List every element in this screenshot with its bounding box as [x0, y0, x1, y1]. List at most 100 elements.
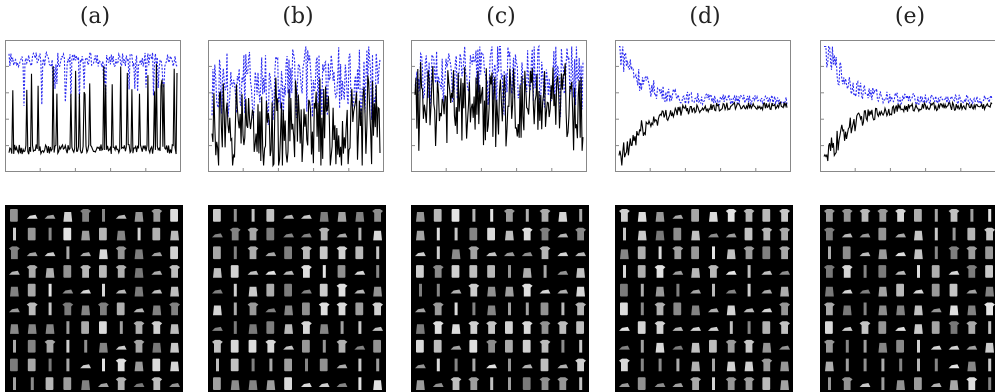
sample-thumbnail	[247, 270, 259, 275]
sample-thumbnail	[80, 364, 91, 369]
sample-thumbnail	[543, 265, 547, 278]
sample-thumbnail	[949, 283, 958, 297]
sample-thumbnail	[743, 377, 755, 390]
sample-thumbnail	[301, 383, 312, 387]
sample-thumbnail	[917, 358, 920, 372]
sample-thumbnail	[416, 324, 425, 334]
sample-thumbnail	[863, 358, 867, 372]
sample-thumbnail	[984, 227, 995, 241]
sample-thumbnail	[487, 286, 496, 297]
sample-thumbnail	[988, 209, 992, 222]
sample-thumbnail	[152, 358, 161, 372]
sample-thumbnail	[725, 289, 737, 294]
sample-thumbnail	[319, 324, 329, 334]
sample-thumbnail	[376, 358, 380, 372]
sample-thumbnail	[9, 308, 20, 313]
sample-thumbnail	[863, 265, 867, 278]
sample-thumbnail	[967, 305, 977, 316]
sample-thumbnail	[620, 302, 628, 316]
series-black-line	[8, 63, 178, 156]
sample-thumbnail	[151, 377, 163, 390]
sample-thumbnail	[469, 339, 478, 353]
sample-thumbnail	[284, 305, 293, 316]
sample-thumbnail	[561, 339, 565, 353]
sample-thumbnail	[540, 358, 549, 372]
sample-thumbnail	[948, 270, 960, 275]
sample-thumbnail	[575, 358, 586, 372]
sample-thumbnail	[539, 377, 551, 390]
sample-thumbnail	[454, 358, 458, 372]
sample-thumbnail	[747, 283, 751, 297]
sample-thumbnail	[690, 326, 701, 331]
sample-thumbnail	[319, 212, 329, 222]
sample-thumbnail	[170, 342, 179, 353]
sample-thumbnail	[468, 283, 480, 297]
sample-thumbnail	[372, 302, 383, 316]
sample-thumbnail	[66, 339, 70, 353]
sample-thumbnail	[708, 233, 719, 238]
sample-thumbnail	[233, 246, 237, 260]
sample-thumbnail	[415, 364, 426, 369]
line-plot	[5, 40, 185, 175]
sample-thumbnail	[80, 265, 91, 278]
sample-thumbnail	[985, 286, 994, 297]
plot-frame	[615, 40, 791, 172]
sample-thumbnail	[247, 246, 259, 260]
sample-thumbnail	[301, 289, 312, 294]
sample-thumbnail	[726, 305, 736, 316]
sample-thumbnail	[824, 302, 835, 316]
sample-thumbnail	[525, 209, 529, 222]
sample-thumbnail	[355, 302, 364, 316]
sample-thumbnail	[436, 358, 440, 372]
sample-thumbnail	[725, 209, 737, 222]
sample-thumbnail	[27, 358, 36, 372]
sample-thumbnail	[521, 364, 533, 369]
sample-thumbnail	[949, 305, 959, 316]
sample-thumbnail	[283, 214, 294, 219]
sample-thumbnail	[948, 321, 960, 334]
sample-thumbnail	[878, 249, 888, 260]
sample-thumbnail	[640, 339, 644, 353]
sample-thumbnail	[654, 265, 666, 278]
sample-thumbnail	[99, 265, 107, 278]
sample-thumbnail	[640, 283, 644, 297]
sample-thumbnail	[137, 227, 141, 241]
sample-thumbnail	[358, 321, 362, 334]
sample-thumbnail	[66, 321, 70, 334]
sample-thumbnail	[637, 246, 646, 260]
panel: (b)	[208, 0, 388, 392]
sample-thumbnail	[336, 246, 348, 260]
series-black-line	[414, 61, 584, 151]
sample-thumbnail	[557, 233, 569, 238]
sample-thumbnail	[115, 377, 127, 390]
sample-thumbnail	[521, 283, 533, 297]
sample-thumbnail	[508, 302, 511, 316]
sample-thumbnail	[896, 283, 904, 297]
sample-thumbnail	[672, 383, 684, 387]
sample-thumbnail	[337, 212, 347, 222]
sample-thumbnail	[266, 209, 275, 222]
sample-thumbnail	[539, 209, 551, 222]
sample-thumbnail	[712, 283, 715, 297]
sample-thumbnail	[212, 289, 223, 294]
sample-thumbnail	[914, 230, 923, 241]
sample-thumbnail	[934, 209, 938, 222]
sample-thumbnail	[637, 212, 647, 222]
sample-thumbnail	[761, 270, 773, 275]
sample-thumbnail	[99, 249, 108, 260]
sample-thumbnail	[133, 321, 145, 334]
sample-thumbnail	[966, 345, 978, 350]
sample-thumbnail	[450, 289, 462, 294]
sample-thumbnail	[45, 324, 55, 334]
sample-thumbnail	[863, 302, 867, 316]
sample-thumbnail	[81, 321, 89, 334]
sample-thumbnail	[99, 342, 108, 353]
sample-thumbnail	[878, 286, 888, 297]
sample-thumbnail	[487, 305, 496, 316]
plot-svg	[411, 40, 587, 172]
sample-thumbnail	[508, 265, 511, 278]
panel-label: (c)	[486, 4, 516, 29]
sample-thumbnail	[579, 209, 583, 222]
sample-thumbnail	[451, 265, 460, 278]
sample-thumbnail	[948, 364, 960, 369]
